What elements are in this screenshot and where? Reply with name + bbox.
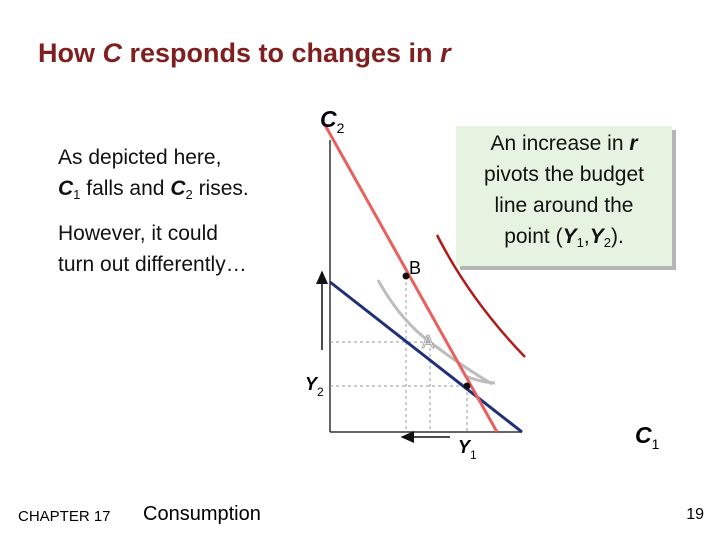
title: How C responds to changes in r: [38, 38, 451, 69]
paragraph: However, it could turn out differently…: [58, 218, 249, 280]
text-run: 1: [73, 186, 81, 202]
text-run: C: [102, 38, 123, 68]
text-run: r: [629, 132, 638, 155]
text-run: r: [440, 38, 451, 68]
endowment-y-label: Y2: [305, 374, 324, 399]
label-sub: 2: [337, 120, 345, 136]
y-axis-label: C2: [320, 106, 345, 136]
text-run: C: [170, 177, 186, 200]
text-run: turn out differently…: [58, 252, 247, 276]
text-run: falls and: [80, 177, 171, 200]
paragraph: As depicted here, C1 falls and C2 rises.: [58, 142, 249, 210]
text-run: ,: [583, 225, 590, 248]
point-label: B: [409, 258, 421, 278]
text-run: 2: [185, 186, 193, 202]
x-axis-label: C1: [635, 422, 660, 452]
label-sub: 2: [317, 385, 324, 399]
budget-line-old: [329, 280, 523, 434]
label: C: [635, 422, 652, 448]
label: Y: [458, 437, 472, 457]
text-run: rises.: [192, 177, 249, 200]
page-number: 19: [686, 506, 704, 523]
text-run: pivots the budget: [484, 163, 644, 186]
budget-line-new: [323, 124, 499, 433]
callout: An increase in r pivots the budget line ar…: [456, 126, 672, 266]
label-sub: 1: [470, 448, 477, 462]
indifference-curve-old: [376, 279, 493, 386]
text-run: How: [38, 38, 103, 68]
footer-chapter: CHAPTER 17: [18, 508, 111, 525]
text-run: 2: [603, 234, 611, 250]
label-sub: 1: [652, 436, 660, 452]
text-run: Y: [589, 225, 604, 248]
text-run: C: [58, 177, 74, 200]
indifference-curve-new: [435, 234, 526, 358]
guides: [330, 276, 468, 432]
text-run: 1: [576, 234, 584, 250]
text-run: As depicted here,: [58, 146, 222, 169]
text-run: responds to changes in: [122, 38, 441, 68]
text-run: An increase in: [490, 132, 630, 155]
text-run: point (: [504, 225, 563, 248]
point-label: A: [422, 332, 434, 352]
label: Y: [305, 374, 319, 394]
left-text: As depicted here, C1 falls and C2 rises. …: [58, 142, 249, 288]
text-run: line around the: [494, 194, 634, 217]
label: C: [320, 106, 337, 132]
text-run: However, it could: [58, 221, 218, 245]
endowment-point: [463, 382, 471, 390]
text-run: ).: [610, 225, 624, 248]
text-run: Y: [562, 225, 577, 248]
footer-topic: Consumption: [143, 503, 261, 525]
point: [402, 272, 410, 280]
endowment-x-label: Y1: [458, 437, 477, 462]
